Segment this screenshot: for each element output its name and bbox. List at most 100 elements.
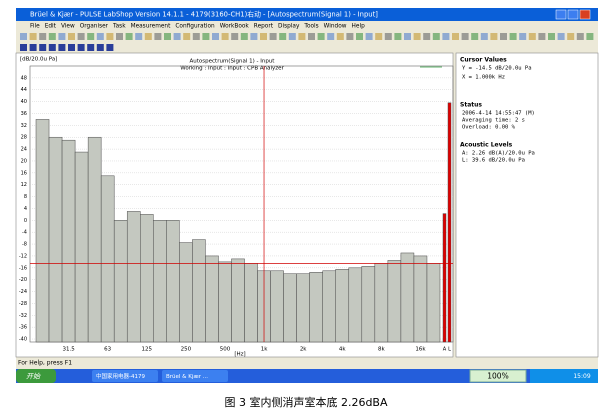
close-button[interactable] [579, 9, 591, 20]
y-tick-label: 36 [21, 111, 27, 117]
toolbar-button[interactable] [394, 33, 402, 40]
toolbar-button[interactable] [279, 33, 287, 40]
toolbar-button[interactable] [106, 33, 114, 40]
toolbar-button[interactable] [365, 33, 373, 40]
toolbar-button[interactable] [519, 33, 527, 40]
toolbar-button[interactable] [500, 33, 507, 40]
toolbar-button[interactable] [576, 33, 584, 40]
menu-item[interactable]: Organiser [80, 24, 109, 30]
menu-item[interactable]: Configuration [175, 24, 215, 30]
toolbar-button[interactable] [96, 44, 104, 51]
toolbar-button[interactable] [423, 33, 431, 40]
menu-item[interactable]: Display [278, 24, 300, 30]
bar [283, 273, 297, 343]
toolbar-button[interactable] [68, 33, 75, 40]
toolbar-button[interactable] [77, 33, 85, 40]
toolbar-button[interactable] [586, 33, 594, 40]
toolbar-button[interactable] [29, 44, 37, 51]
toolbar-button[interactable] [452, 33, 459, 40]
title-bar [16, 8, 598, 21]
toolbar-button[interactable] [288, 33, 296, 40]
toolbar-button[interactable] [231, 33, 239, 40]
toolbar-button[interactable] [20, 33, 27, 40]
menu-item[interactable]: View [61, 24, 75, 30]
toolbar-button[interactable] [240, 33, 248, 40]
x-axis-label: [Hz] [234, 352, 245, 358]
minimize-button[interactable] [555, 9, 567, 20]
y-tick-label: -40 [19, 337, 27, 343]
toolbar-button[interactable] [106, 44, 114, 51]
toolbar-button[interactable] [384, 33, 392, 40]
toolbar-button[interactable] [164, 33, 171, 40]
toolbar-button[interactable] [528, 33, 536, 40]
toolbar-button[interactable] [39, 33, 47, 40]
toolbar-button[interactable] [336, 33, 344, 40]
toolbar-button[interactable] [557, 33, 565, 40]
toolbar-button[interactable] [260, 33, 267, 40]
toolbar-button[interactable] [192, 33, 200, 40]
toolbar-button[interactable] [135, 33, 143, 40]
toolbar-button[interactable] [48, 44, 56, 51]
toolbar-button[interactable] [48, 33, 56, 40]
start-button[interactable] [16, 369, 56, 383]
toolbar-button[interactable] [375, 33, 383, 40]
toolbar-button[interactable] [116, 33, 123, 40]
toolbar-button[interactable] [183, 33, 191, 40]
menu-item[interactable]: Task [112, 24, 126, 30]
menu-item[interactable]: Tools [303, 24, 318, 30]
toolbar-button[interactable] [480, 33, 488, 40]
toolbar-button[interactable] [404, 33, 411, 40]
bar [447, 102, 452, 343]
chart: [dB/20.0u Pa] Autospectrum(Signal 1) - In… [19, 57, 454, 358]
toolbar-button[interactable] [212, 33, 219, 40]
task-button[interactable] [92, 370, 158, 382]
toolbar-button[interactable] [29, 33, 37, 40]
menu-item[interactable]: Report [254, 24, 274, 30]
menu-item[interactable]: Edit [45, 24, 57, 30]
bar [309, 272, 323, 343]
toolbar-button[interactable] [442, 33, 450, 40]
toolbar-button[interactable] [317, 33, 325, 40]
toolbar-button[interactable] [471, 33, 479, 40]
toolbar-button[interactable] [269, 33, 277, 40]
toolbar-button[interactable] [173, 33, 181, 40]
toolbar-button[interactable] [548, 33, 555, 40]
toolbar-button[interactable] [413, 33, 421, 40]
toolbar-button[interactable] [87, 33, 95, 40]
toolbar-button[interactable] [356, 33, 363, 40]
toolbar-button[interactable] [58, 33, 66, 40]
toolbar-button[interactable] [58, 44, 66, 51]
toolbar-button[interactable] [567, 33, 575, 40]
toolbar-button[interactable] [154, 33, 162, 40]
toolbar-button[interactable] [538, 33, 546, 40]
maximize-button[interactable] [567, 9, 579, 20]
toolbar-button[interactable] [221, 33, 229, 40]
toolbar-button[interactable] [202, 33, 210, 40]
menu-item[interactable]: Window [324, 24, 347, 30]
menu-item[interactable]: Measurement [131, 24, 172, 30]
menu-item[interactable]: Help [352, 24, 366, 30]
y-tick-label: 32 [21, 123, 27, 129]
toolbar-button[interactable] [77, 44, 85, 51]
menu-item[interactable]: File [30, 24, 40, 30]
toolbar-button[interactable] [490, 33, 498, 40]
menu-item[interactable]: WorkBook [220, 24, 250, 30]
toolbar-button[interactable] [509, 33, 517, 40]
toolbar-button[interactable] [144, 33, 152, 40]
toolbar-button[interactable] [250, 33, 258, 40]
toolbar-button[interactable] [327, 33, 335, 40]
task-button[interactable] [162, 370, 228, 382]
toolbar-button[interactable] [308, 33, 315, 40]
toolbar-button[interactable] [298, 33, 306, 40]
toolbar-button[interactable] [39, 44, 47, 51]
toolbar-button[interactable] [87, 44, 95, 51]
toolbar-button[interactable] [68, 44, 75, 51]
toolbar-button[interactable] [125, 33, 133, 40]
toolbar-button[interactable] [461, 33, 469, 40]
toolbar-button[interactable] [96, 33, 104, 40]
toolbar-button[interactable] [346, 33, 354, 40]
toolbar-button[interactable] [432, 33, 440, 40]
toolbar-button[interactable] [20, 44, 27, 51]
zoom-label: 100% [487, 372, 508, 381]
y-tick-label: 0 [24, 218, 27, 224]
